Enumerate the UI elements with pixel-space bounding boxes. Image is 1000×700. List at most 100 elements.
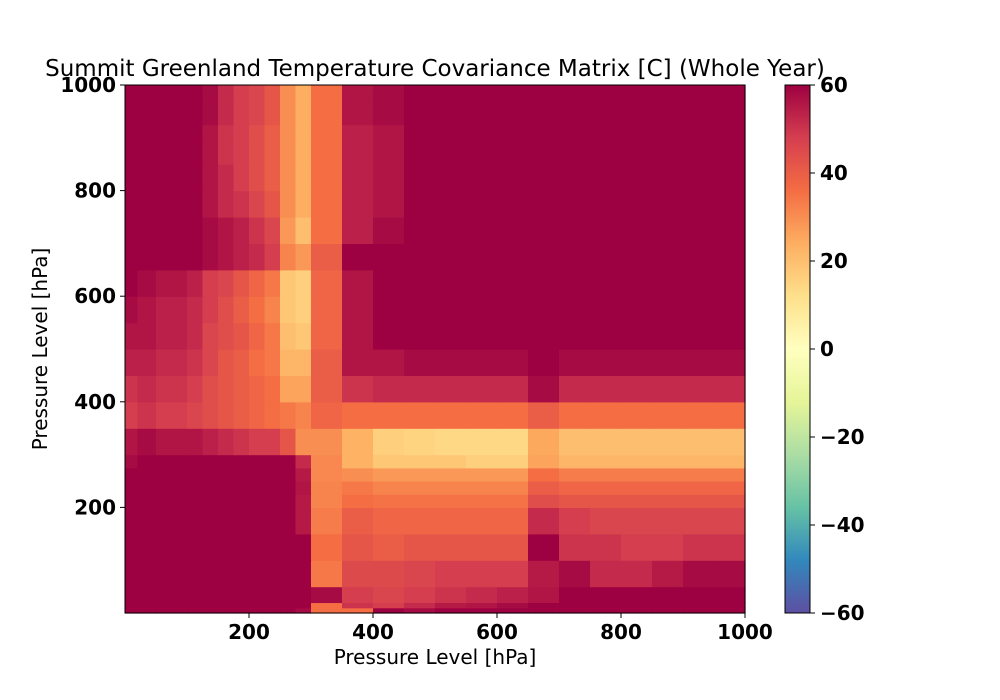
heatmap-cell: [683, 428, 715, 456]
heatmap-cell: [295, 494, 312, 508]
heatmap-cell: [435, 217, 467, 244]
x-tick-label: 200: [228, 620, 270, 644]
heatmap-cell: [373, 296, 405, 324]
heatmap-cell: [125, 454, 138, 469]
heatmap-cell: [528, 507, 560, 535]
heatmap-cell: [652, 602, 684, 609]
heatmap-cell: [295, 322, 312, 350]
heatmap-cell: [156, 602, 188, 609]
heatmap-cell: [435, 322, 467, 350]
heatmap-cell: [218, 494, 235, 508]
heatmap-cell: [373, 375, 405, 403]
colorbar-tick-label: −20: [820, 425, 865, 449]
heatmap-cell: [559, 124, 591, 139]
colorbar-tick-label: 0: [820, 337, 834, 361]
heatmap-cell: [137, 481, 157, 495]
heatmap-cell: [714, 85, 746, 99]
heatmap-cell: [156, 98, 188, 112]
heatmap-cell: [156, 507, 188, 535]
heatmap-cell: [218, 296, 235, 324]
heatmap-cell: [218, 349, 235, 376]
heatmap-cell: [404, 560, 436, 588]
heatmap-cell: [373, 164, 405, 192]
heatmap-cell: [714, 349, 746, 376]
heatmap-cell: [187, 349, 204, 376]
heatmap-cell: [559, 190, 591, 218]
heatmap-cell: [156, 375, 188, 403]
heatmap-cell: [137, 375, 157, 403]
heatmap-cell: [137, 586, 157, 604]
heatmap-cell: [621, 85, 653, 99]
heatmap-cell: [264, 401, 281, 429]
heatmap-cell: [559, 602, 591, 609]
heatmap-cell: [218, 85, 235, 99]
heatmap-cell: [590, 190, 622, 218]
heatmap-cell: [590, 494, 622, 508]
heatmap-cell: [435, 467, 467, 482]
heatmap-cell: [404, 217, 436, 244]
heatmap-cell: [497, 269, 529, 297]
heatmap-cell: [714, 269, 746, 297]
heatmap-cell: [621, 533, 653, 561]
heatmap-cell: [559, 560, 591, 588]
heatmap-cell: [137, 454, 157, 469]
heatmap-cell: [466, 533, 498, 561]
heatmap-cell: [218, 164, 235, 192]
heatmap-cell: [466, 190, 498, 218]
heatmap-cell: [497, 481, 529, 495]
heatmap-cell: [435, 164, 467, 192]
heatmap-cell: [202, 322, 219, 350]
heatmap-cell: [683, 243, 715, 271]
heatmap-cell: [714, 375, 746, 403]
heatmap-cell: [233, 602, 250, 609]
heatmap-cell: [559, 111, 591, 126]
heatmap-cell: [404, 124, 436, 139]
heatmap-cell: [280, 494, 297, 508]
heatmap-cell: [311, 494, 343, 508]
heatmap-cell: [373, 322, 405, 350]
heatmap-cell: [156, 586, 188, 604]
heatmap-cell: [466, 507, 498, 535]
heatmap-cell: [559, 586, 591, 604]
heatmap-cell: [125, 507, 138, 535]
heatmap-cell: [714, 481, 746, 495]
heatmap-cell: [590, 111, 622, 126]
heatmap-cell: [435, 454, 467, 469]
heatmap-cell: [187, 481, 204, 495]
heatmap-cell: [280, 137, 297, 165]
heatmap-cell: [590, 507, 622, 535]
heatmap-cell: [342, 137, 374, 165]
heatmap-cell: [621, 428, 653, 456]
heatmap-cell: [187, 124, 204, 139]
heatmap-cell: [342, 164, 374, 192]
heatmap-cell: [342, 98, 374, 112]
heatmap-cell: [683, 349, 715, 376]
heatmap-cell: [590, 164, 622, 192]
heatmap-cell: [404, 349, 436, 376]
heatmap-cell: [373, 401, 405, 429]
heatmap-cell: [311, 586, 343, 604]
heatmap-cell: [621, 560, 653, 588]
heatmap-cell: [342, 349, 374, 376]
heatmap-cell: [202, 494, 219, 508]
heatmap-cell: [218, 586, 235, 604]
heatmap-cell: [187, 560, 204, 588]
heatmap-cell: [652, 375, 684, 403]
heatmap-cell: [233, 481, 250, 495]
heatmap-cell: [683, 296, 715, 324]
heatmap-cell: [137, 98, 157, 112]
heatmap-cell: [280, 507, 297, 535]
heatmap-cell: [156, 428, 188, 456]
heatmap-cell: [137, 560, 157, 588]
y-axis: 200 400 600 800 1000: [60, 73, 125, 519]
heatmap-cell: [125, 401, 138, 429]
heatmap-cell: [280, 217, 297, 244]
heatmap-cell: [156, 190, 188, 218]
heatmap-cell: [683, 467, 715, 482]
heatmap-cell: [466, 124, 498, 139]
heatmap-cell: [559, 269, 591, 297]
heatmap-cell: [621, 243, 653, 271]
heatmap-cell: [559, 296, 591, 324]
heatmap-cell: [621, 98, 653, 112]
colorbar-tick-label: −40: [820, 513, 865, 537]
